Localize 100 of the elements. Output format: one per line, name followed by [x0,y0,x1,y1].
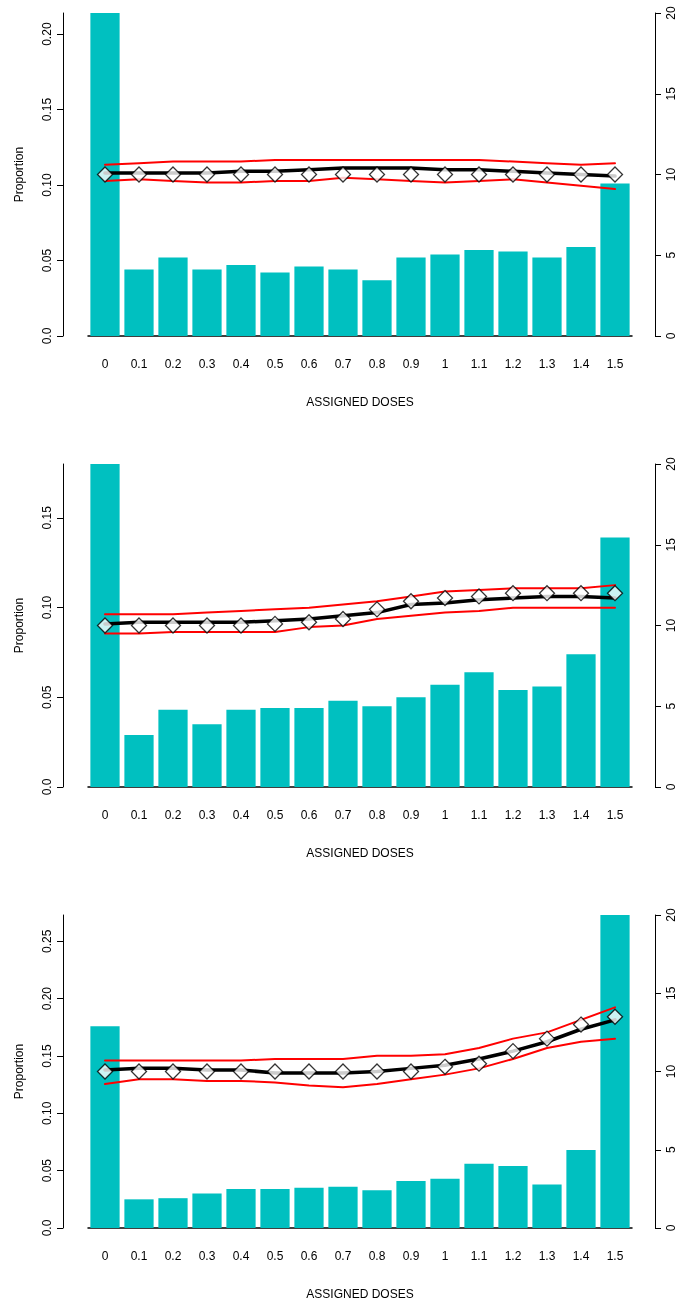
bar [430,684,460,787]
x-tick-label: 0.1 [130,808,148,822]
x-tick-label: 0.1 [130,357,148,371]
y-tick-label: 0.20 [40,22,54,46]
x-tick-label: 1.4 [572,357,590,371]
x-tick-label: 0.5 [266,808,284,822]
x-tick-label: 0.8 [368,357,386,371]
y-tick-label: 0.15 [40,1044,54,1068]
x-tick-label: 1.5 [606,357,624,371]
x-tick-label: 0.2 [164,808,182,822]
point [232,617,250,634]
bar [124,1199,154,1228]
x-tick-label: 1.1 [470,808,488,822]
x-tick-label: 1.2 [504,357,522,371]
x-tick-label: 0.2 [164,357,182,371]
bar [396,257,426,336]
x-tick-label: 0 [101,808,109,822]
bar [532,257,562,336]
y-tick-label: 0.0 [40,1219,54,1237]
point [538,1030,556,1047]
bar [600,183,630,336]
bar [464,1163,494,1228]
y-tick-label: 0.05 [40,248,54,273]
point [198,1063,216,1080]
point [606,1008,624,1025]
bar [90,1026,120,1228]
y2-tick-label: 15 [664,86,678,101]
y-axis-title: Proportion [12,597,26,654]
x-tick-label: 0.4 [232,357,250,371]
bar [532,1184,562,1228]
x-tick-label: 1.4 [572,1249,590,1263]
y-tick-label: 0.0 [40,778,54,796]
point [368,1063,386,1080]
x-tick-label: 0.6 [300,357,318,371]
y-axis-title: Proportion [12,1043,26,1100]
x-tick-label: 0.5 [266,357,284,371]
point [606,585,624,602]
bar [600,537,630,787]
y-tick-label: 0.20 [40,986,54,1011]
point [266,615,284,633]
point [538,585,556,602]
x-tick-label: 0.6 [300,1249,318,1263]
x-axis-title: ASSIGNED DOSES [306,395,414,409]
x-tick-label: 0.3 [198,357,216,371]
x-tick-label: 0.2 [164,1249,182,1263]
bar [192,1193,222,1228]
y2-tick-label: 10 [664,167,678,182]
y-axis-title: Proportion [12,146,26,203]
y-tick-label: 0.15 [40,505,54,530]
x-tick-label: 1 [441,1249,449,1263]
x-tick-label: 0.1 [130,1249,148,1263]
bar [396,1180,426,1228]
bar [498,1166,528,1228]
x-tick-label: 0.9 [402,808,420,822]
y2-tick-label: 15 [664,986,678,1000]
y-tick-label: 0.25 [40,929,54,954]
bar [226,265,256,336]
x-tick-label: 1 [441,357,449,371]
bar [464,672,494,787]
bar [158,709,188,787]
bar [498,690,528,787]
x-tick-label: 0.7 [334,1249,352,1263]
x-tick-label: 0.9 [402,357,420,371]
x-tick-label: 0 [101,357,109,371]
y2-tick-label: 20 [664,6,678,20]
bar [362,1190,392,1228]
x-tick-label: 0.7 [334,357,352,371]
point [402,1063,420,1080]
point [164,617,182,634]
bar [464,249,494,336]
y2-tick-label: 20 [664,908,678,922]
x-tick-label: 1.5 [606,808,624,822]
y2-tick-label: 0 [664,332,678,340]
bar [226,1189,256,1228]
x-tick-label: 0.8 [368,808,386,822]
point [470,1055,488,1072]
x-tick-label: 1.1 [470,1249,488,1263]
bar [532,686,562,787]
y2-tick-label: 0 [664,783,678,791]
bar [260,1189,290,1228]
bar [294,708,324,787]
x-axis-title: ASSIGNED DOSES [306,1287,414,1301]
point [470,588,488,605]
x-tick-label: 0.3 [198,808,216,822]
y2-tick-label: 15 [664,537,678,552]
point [232,1063,250,1080]
x-tick-label: 0.7 [334,808,352,822]
point [504,585,522,602]
x-axis-title: ASSIGNED DOSES [306,846,414,860]
x-tick-label: 1.4 [572,808,590,822]
x-tick-label: 1.3 [538,808,556,822]
bar [600,915,630,1228]
y-tick-label: 0.0 [40,327,54,345]
point [368,601,386,618]
x-tick-label: 0.9 [402,1249,420,1263]
x-tick-label: 0.3 [198,1249,216,1263]
bar [124,734,154,787]
bar [124,269,154,336]
x-tick-label: 0.8 [368,1249,386,1263]
y2-tick-label: 10 [664,618,678,633]
